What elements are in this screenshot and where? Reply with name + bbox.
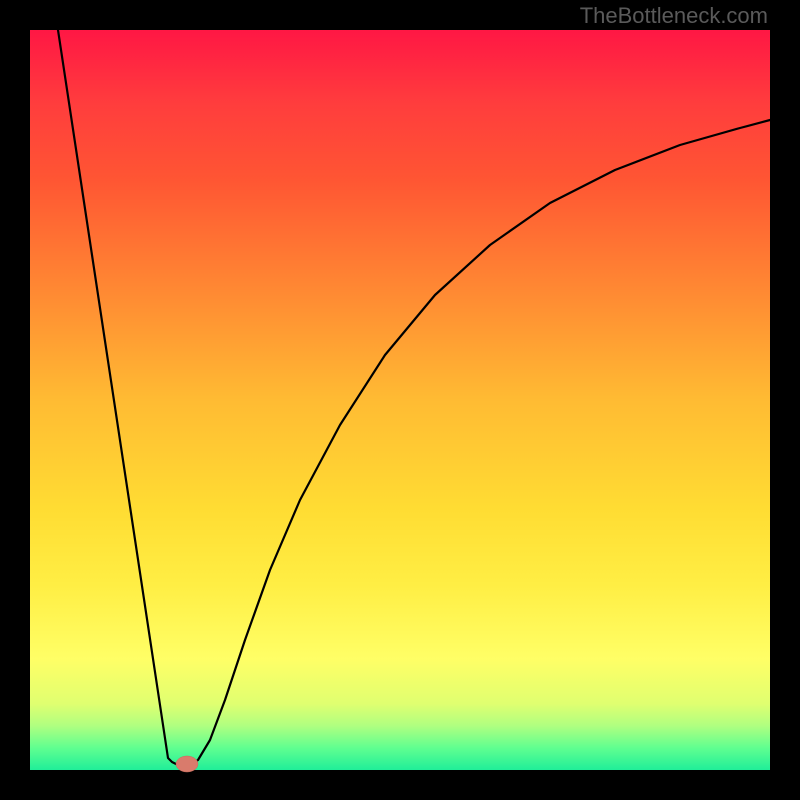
chart-container: TheBottleneck.com: [0, 0, 800, 800]
watermark-text: TheBottleneck.com: [580, 3, 768, 29]
plot-area: [30, 30, 770, 770]
